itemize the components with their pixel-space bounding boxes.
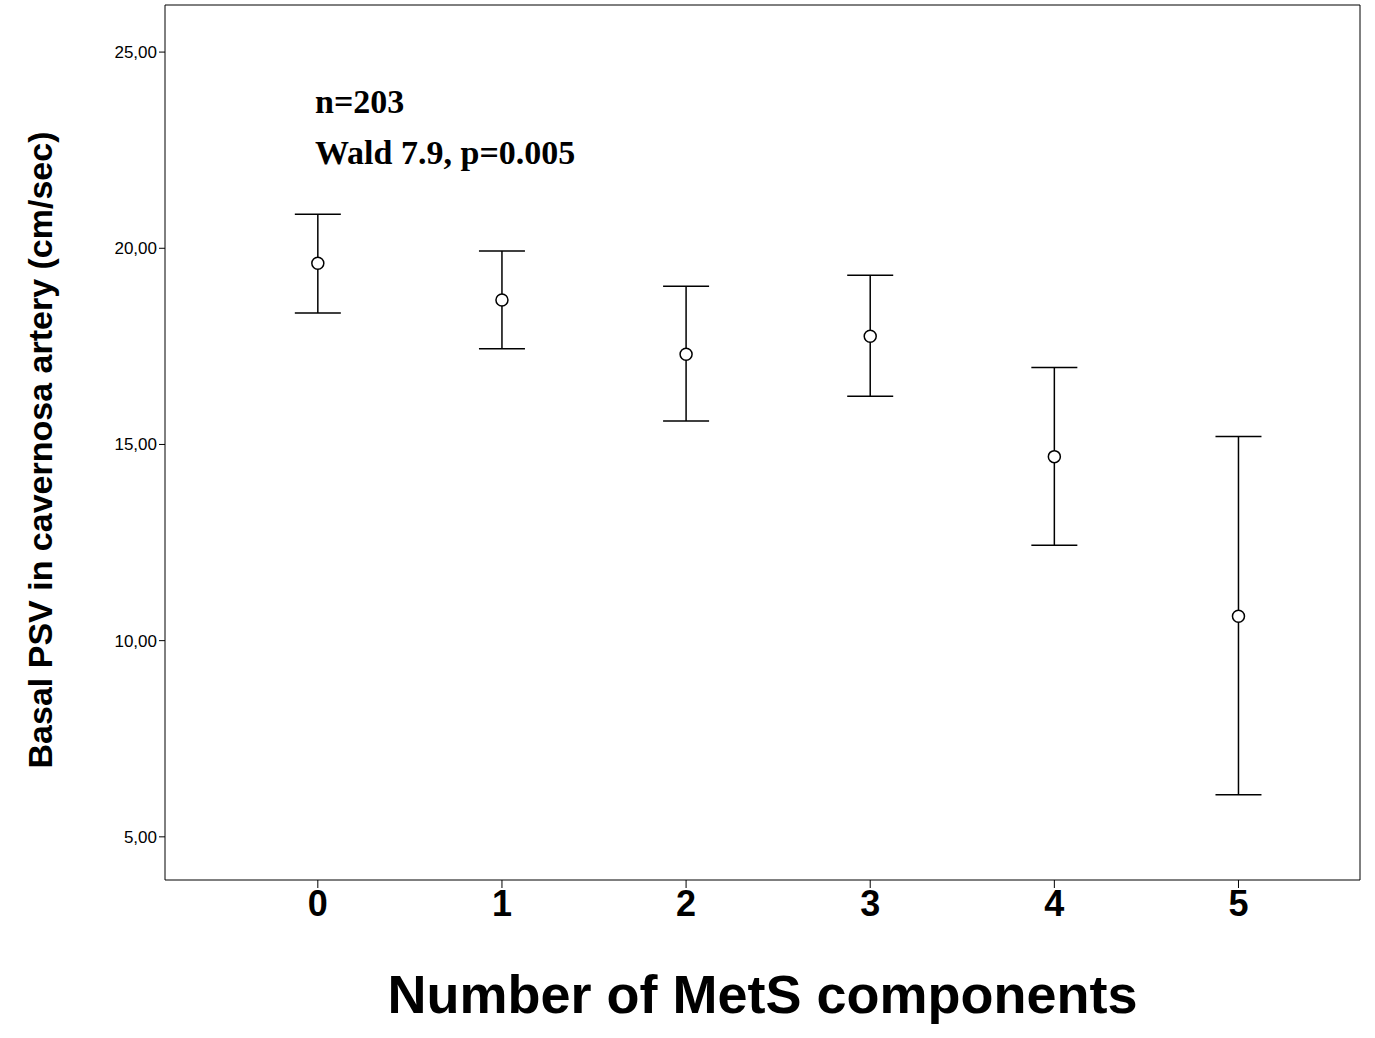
html-text:Number of MetS components: Number of MetS components [387, 964, 1138, 1024]
svg-text:5: 5 [1228, 883, 1248, 924]
svg-text:15,00: 15,00 [114, 435, 157, 454]
svg-text:0: 0 [308, 883, 328, 924]
html-text:Wald 7.9, p=0.005: Wald 7.9, p=0.005 [315, 134, 576, 171]
svg-text:25,00: 25,00 [114, 43, 157, 62]
svg-text:2: 2 [676, 883, 696, 924]
svg-text:1: 1 [492, 883, 512, 924]
svg-text:20,00: 20,00 [114, 239, 157, 258]
svg-text:4: 4 [1044, 883, 1064, 924]
svg-text:5,00: 5,00 [124, 828, 157, 847]
html-text:Basal PSV in cavernosa artery: Basal PSV in cavernosa artery (cm/sec) [20, 131, 59, 769]
svg-text:3: 3 [860, 883, 880, 924]
html-text:n=203: n=203 [315, 83, 405, 120]
svg-text:10,00: 10,00 [114, 632, 157, 651]
